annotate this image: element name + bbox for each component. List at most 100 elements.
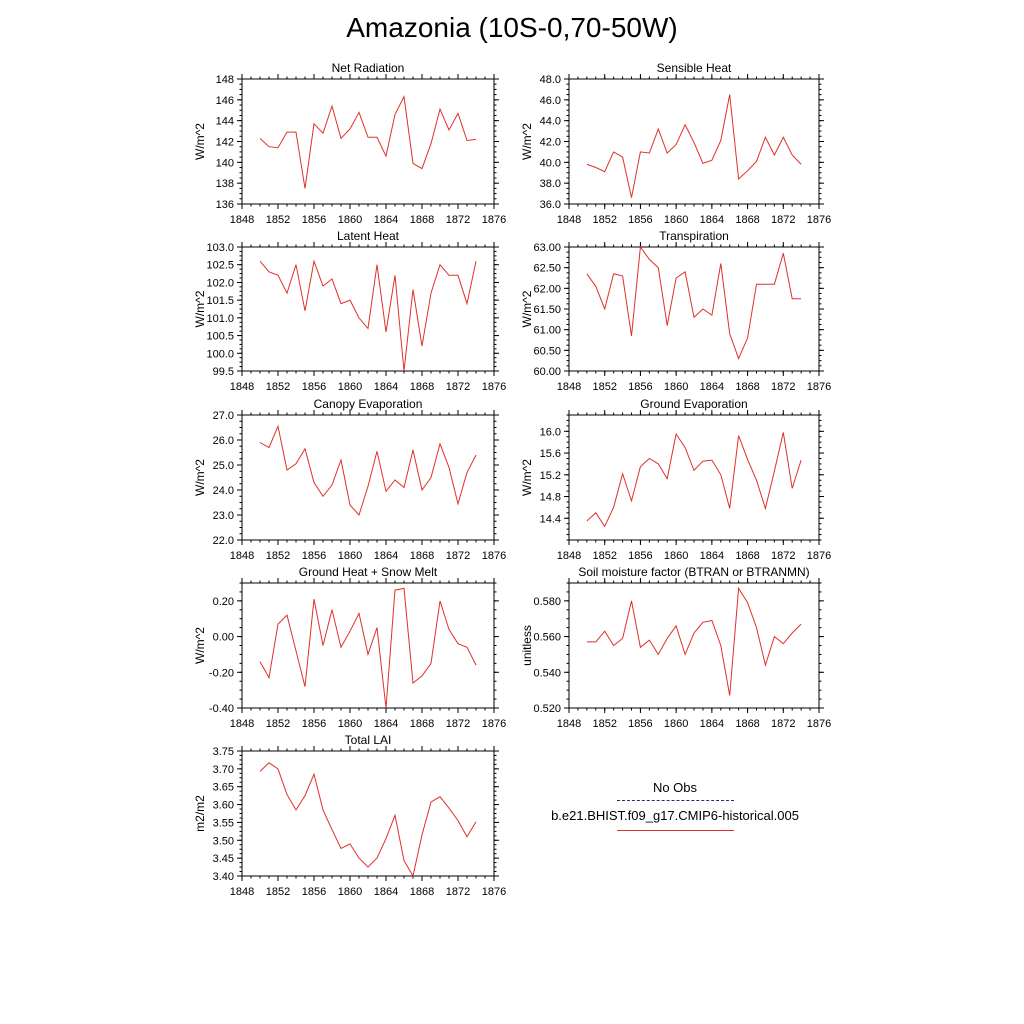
x-tick-label: 1868 [410, 550, 434, 562]
x-tick-label: 1868 [410, 381, 434, 393]
chart-title: Net Radiation [332, 61, 405, 75]
plot-frame [568, 246, 820, 372]
y-axis-label: W/m^2 [520, 459, 534, 496]
y-tick-label: 3.55 [213, 817, 234, 829]
x-tick-label: 1872 [771, 381, 795, 393]
y-tick-label: -0.40 [209, 703, 234, 715]
series-line [259, 424, 477, 516]
x-tick-label: 1856 [628, 550, 652, 562]
x-tick-label: 1876 [482, 550, 506, 562]
x-tick-label: 1868 [410, 886, 434, 898]
chart-panel: Ground Heat + Snow Melt W/m^2 1848 1852 1856… [193, 565, 506, 730]
x-tick-label: 1856 [302, 718, 326, 730]
x-tick-label: 1848 [230, 886, 254, 898]
x-tick-label: 1876 [807, 381, 831, 393]
y-tick-label: 0.580 [533, 596, 561, 608]
x-tick-label: 1860 [664, 718, 688, 730]
y-tick-label: 25.0 [213, 460, 234, 472]
x-tick-label: 1856 [628, 214, 652, 226]
x-tick-label: 1860 [664, 550, 688, 562]
x-tick-label: 1856 [302, 214, 326, 226]
x-tick-label: 1852 [266, 214, 290, 226]
y-tick-label: 102.0 [206, 277, 234, 289]
y-axis-label: W/m^2 [193, 123, 207, 160]
y-tick-label: 3.60 [213, 800, 234, 812]
y-tick-label: 42.0 [540, 137, 561, 149]
plot-frame [568, 414, 820, 541]
y-tick-label: 62.00 [533, 283, 561, 295]
plot-frame [241, 750, 495, 877]
x-tick-label: 1852 [592, 718, 616, 730]
x-tick-label: 1872 [446, 718, 470, 730]
x-tick-label: 1876 [807, 214, 831, 226]
y-tick-label: 3.65 [213, 782, 234, 794]
y-tick-label: 26.0 [213, 435, 234, 447]
y-tick-label: 60.00 [533, 366, 561, 378]
x-tick-label: 1868 [735, 718, 759, 730]
y-tick-label: 0.560 [533, 632, 561, 644]
x-tick-label: 1860 [338, 381, 362, 393]
y-tick-label: 0.520 [533, 703, 561, 715]
y-tick-label: 103.0 [206, 242, 234, 254]
x-tick-label: 1872 [446, 381, 470, 393]
chart-panel: Total LAI m2/m2 1848 1852 1856 1860 1864 1868 18… [193, 733, 506, 898]
chart-title: Soil moisture factor (BTRAN or BTRANMN) [578, 565, 809, 579]
page-title: Amazonia (10S-0,70-50W) [346, 12, 678, 43]
x-tick-label: 1876 [807, 550, 831, 562]
x-tick-label: 1864 [700, 381, 724, 393]
y-tick-label: 3.45 [213, 853, 234, 865]
x-tick-label: 1864 [374, 550, 398, 562]
x-tick-label: 1852 [592, 381, 616, 393]
y-tick-label: 144 [216, 116, 234, 128]
x-tick-label: 1876 [482, 886, 506, 898]
x-tick-label: 1852 [266, 381, 290, 393]
x-tick-label: 1856 [302, 550, 326, 562]
y-tick-label: 61.00 [533, 325, 561, 337]
y-tick-label: 101.5 [206, 295, 234, 307]
y-tick-label: 140 [216, 157, 234, 169]
plot-frame [241, 78, 495, 205]
y-tick-label: 14.4 [540, 513, 561, 525]
y-tick-label: 27.0 [213, 410, 234, 422]
y-axis-label: m2/m2 [193, 795, 207, 832]
x-tick-label: 1848 [557, 381, 581, 393]
y-tick-label: 14.8 [540, 492, 561, 504]
y-tick-label: 44.0 [540, 116, 561, 128]
y-tick-label: 63.00 [533, 242, 561, 254]
y-tick-label: 24.0 [213, 485, 234, 497]
x-tick-label: 1864 [374, 718, 398, 730]
x-tick-label: 1848 [230, 381, 254, 393]
chart-panel: Soil moisture factor (BTRAN or BTRANMN) u… [520, 565, 831, 730]
y-tick-label: 99.5 [213, 366, 234, 378]
x-tick-label: 1876 [482, 214, 506, 226]
x-tick-label: 1848 [557, 550, 581, 562]
y-tick-label: 46.0 [540, 95, 561, 107]
chart-title: Canopy Evaporation [314, 397, 423, 411]
x-tick-label: 1876 [482, 381, 506, 393]
x-tick-label: 1860 [664, 381, 688, 393]
plot-frame [241, 582, 495, 709]
series-line [586, 432, 802, 528]
y-tick-label: 62.50 [533, 263, 561, 275]
x-tick-label: 1872 [446, 550, 470, 562]
x-tick-label: 1856 [302, 381, 326, 393]
x-tick-label: 1848 [230, 214, 254, 226]
x-tick-label: 1872 [771, 214, 795, 226]
series-line [259, 762, 477, 878]
y-tick-label: 100.0 [206, 348, 234, 360]
y-tick-label: -0.20 [209, 667, 234, 679]
y-tick-label: 16.0 [540, 426, 561, 438]
y-tick-label: 38.0 [540, 178, 561, 190]
x-tick-label: 1868 [410, 718, 434, 730]
x-tick-label: 1868 [735, 214, 759, 226]
x-tick-label: 1860 [338, 550, 362, 562]
y-axis-label: W/m^2 [520, 290, 534, 327]
y-tick-label: 3.40 [213, 871, 234, 883]
x-tick-label: 1864 [374, 381, 398, 393]
x-tick-label: 1848 [230, 550, 254, 562]
y-tick-label: 15.6 [540, 448, 561, 460]
x-tick-label: 1852 [592, 550, 616, 562]
x-tick-label: 1876 [807, 718, 831, 730]
y-tick-label: 40.0 [540, 157, 561, 169]
